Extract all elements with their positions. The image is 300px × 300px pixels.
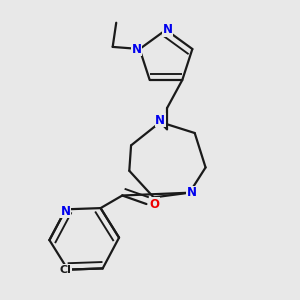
Text: N: N xyxy=(187,186,196,199)
Text: N: N xyxy=(61,205,71,218)
Text: N: N xyxy=(162,23,172,36)
Text: N: N xyxy=(132,43,142,56)
Text: N: N xyxy=(155,113,165,127)
Text: O: O xyxy=(149,197,159,211)
Text: Cl: Cl xyxy=(59,265,71,275)
